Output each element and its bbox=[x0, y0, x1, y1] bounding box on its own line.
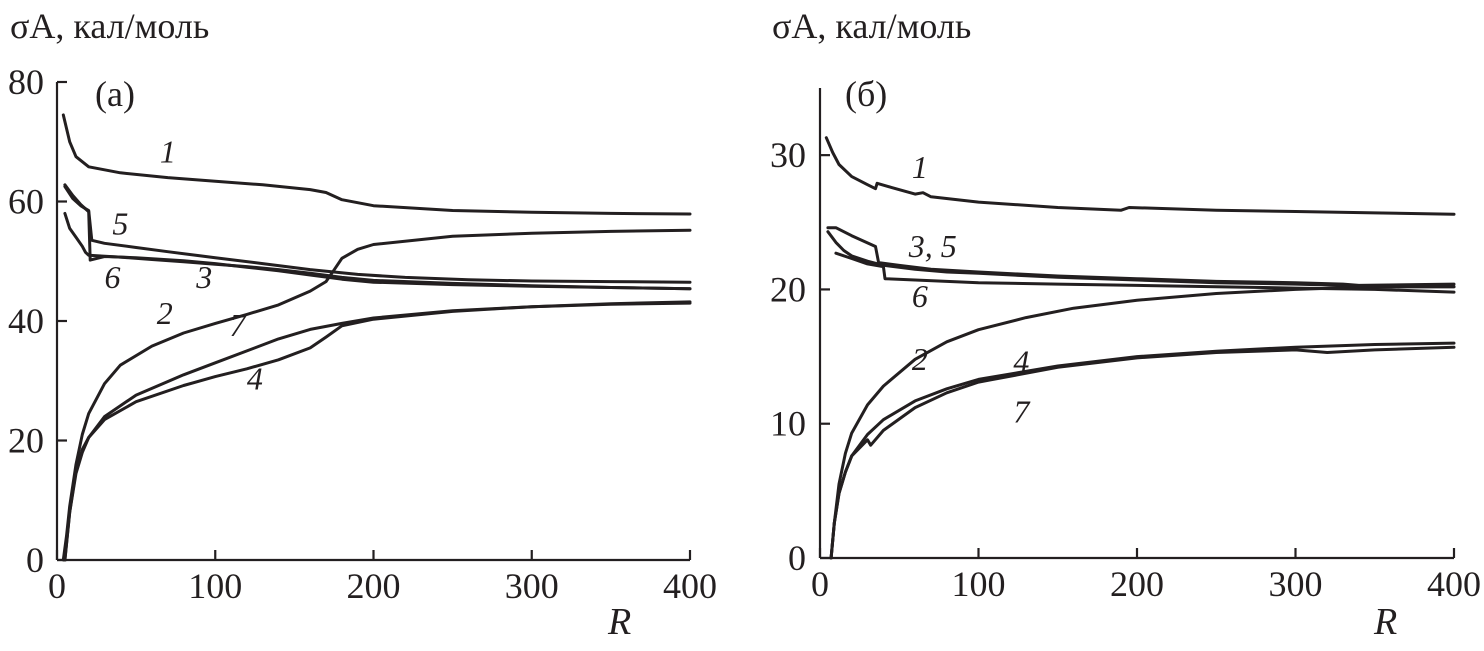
x-tick-label: 0 bbox=[811, 564, 829, 604]
curve-label: 1 bbox=[912, 149, 928, 185]
series-line-4 bbox=[63, 301, 692, 562]
series-line-7 bbox=[829, 345, 1456, 560]
curve-label: 7 bbox=[229, 307, 247, 343]
y-axis-title: σA, кал/моль bbox=[10, 6, 209, 46]
y-tick-label: 10 bbox=[770, 404, 806, 444]
panel-label: (а) bbox=[95, 74, 135, 114]
y-tick-label: 40 bbox=[8, 301, 44, 341]
x-tick-label: 200 bbox=[347, 566, 401, 606]
series-line-1 bbox=[61, 113, 692, 216]
series-line-7 bbox=[63, 300, 692, 562]
y-tick-label: 20 bbox=[770, 269, 806, 309]
series-line-5 bbox=[826, 226, 1456, 287]
y-axis-title: σA, кал/моль bbox=[772, 6, 971, 46]
y-tick-label: 20 bbox=[8, 421, 44, 461]
chart-panel-1: 0 20 40 60 80 0 100 200 300 400 σA, кал/моль R (а) 1 2… bbox=[8, 6, 717, 643]
curve-label: 6 bbox=[912, 278, 928, 314]
x-tick-label: 100 bbox=[952, 564, 1006, 604]
series-line-2 bbox=[61, 228, 692, 562]
series-line-1 bbox=[824, 136, 1456, 216]
x-axis-title: R bbox=[607, 601, 631, 643]
curve-label: 6 bbox=[104, 259, 120, 295]
x-tick-label: 400 bbox=[1427, 564, 1481, 604]
x-tick-label: 100 bbox=[188, 566, 242, 606]
curve-label: 2 bbox=[912, 341, 928, 377]
x-tick-label: 300 bbox=[1269, 564, 1323, 604]
curve-label: 2 bbox=[157, 295, 173, 331]
series-line-5 bbox=[63, 185, 692, 284]
series-line-6 bbox=[834, 251, 1456, 294]
curve-label: 1 bbox=[160, 134, 176, 170]
x-tick-label: 400 bbox=[663, 566, 717, 606]
x-axis-title: R bbox=[1373, 601, 1397, 643]
curve-label: 3 bbox=[195, 259, 212, 295]
y-tick-label: 0 bbox=[26, 540, 44, 580]
y-tick-label: 60 bbox=[8, 182, 44, 222]
panel-label: (б) bbox=[845, 74, 887, 114]
x-tick-label: 300 bbox=[505, 566, 559, 606]
y-tick-label: 0 bbox=[788, 538, 806, 578]
curve-label: 4 bbox=[1013, 344, 1029, 380]
curve-label: 3, 5 bbox=[908, 228, 957, 264]
curve-label: 7 bbox=[1013, 393, 1031, 429]
y-tick-label: 30 bbox=[770, 135, 806, 175]
curve-label: 5 bbox=[112, 205, 128, 241]
x-tick-label: 0 bbox=[48, 566, 66, 606]
x-tick-label: 200 bbox=[1110, 564, 1164, 604]
y-tick-label: 80 bbox=[8, 62, 44, 102]
curve-label: 4 bbox=[247, 361, 263, 397]
series-line-6 bbox=[63, 183, 692, 291]
series-line-2 bbox=[829, 285, 1456, 560]
